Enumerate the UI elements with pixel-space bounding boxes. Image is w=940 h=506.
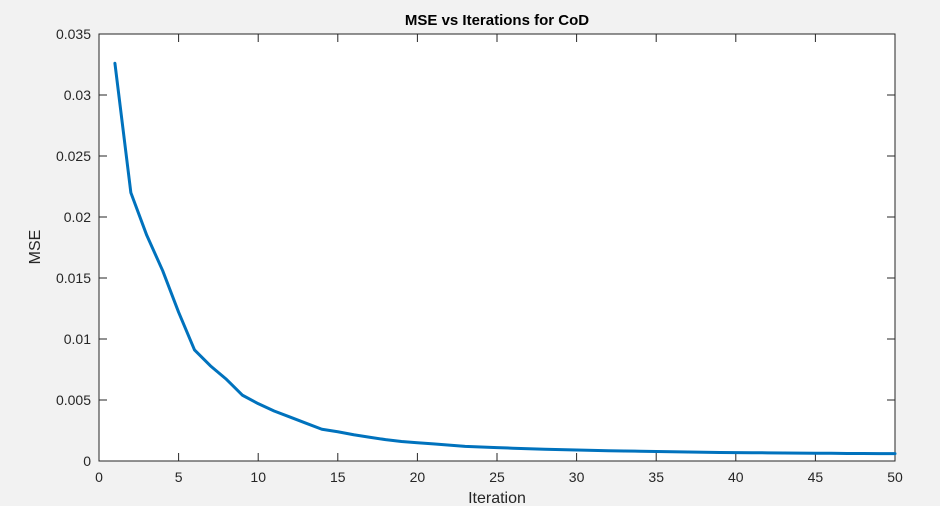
y-tick-label: 0.01 [64,331,91,347]
y-tick-label: 0.015 [56,270,91,286]
x-tick-label: 0 [95,469,103,485]
x-tick-label: 15 [330,469,346,485]
y-tick-label: 0.005 [56,392,91,408]
x-axis: 0 5 10 15 20 25 30 35 40 45 50 [95,34,903,485]
x-tick-label: 20 [410,469,426,485]
y-tick-label: 0.03 [64,87,91,103]
y-tick-label: 0.02 [64,209,91,225]
chart-title: MSE vs Iterations for CoD [405,12,589,29]
x-tick-label: 35 [648,469,664,485]
x-tick-label: 10 [250,469,266,485]
x-tick-label: 45 [808,469,824,485]
mse-series-line [113,61,897,456]
y-axis-label: MSE [27,230,44,265]
plot-area [98,33,896,462]
x-axis-label: Iteration [468,490,526,506]
y-tick-label: 0 [83,453,91,469]
y-axis: 0 0.005 0.01 0.015 0.02 0.025 0.03 0.035 [56,26,895,469]
x-tick-label: 50 [887,469,903,485]
x-tick-label: 5 [175,469,183,485]
x-tick-label: 30 [569,469,585,485]
x-tick-label: 40 [728,469,744,485]
y-tick-label: 0.025 [56,148,91,164]
y-tick-label: 0.035 [56,26,91,42]
x-tick-label: 25 [489,469,505,485]
